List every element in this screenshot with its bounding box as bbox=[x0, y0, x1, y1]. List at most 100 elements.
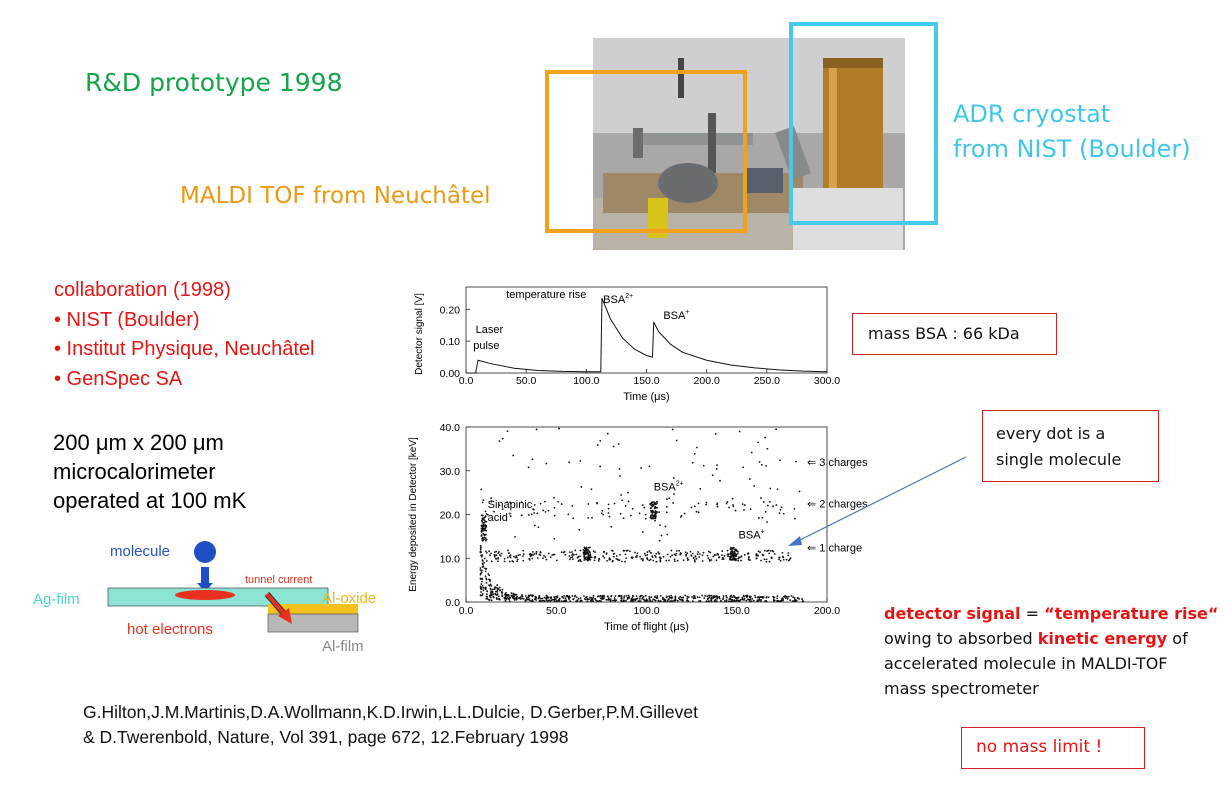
scatter-dot bbox=[597, 560, 600, 562]
scatter-dot bbox=[620, 597, 623, 600]
chart2-ytick-label: 0.0 bbox=[445, 597, 460, 609]
scatter-dot bbox=[542, 599, 545, 602]
scatter-dot bbox=[694, 597, 697, 600]
scatter-dot bbox=[642, 598, 645, 601]
scatter-dot bbox=[658, 552, 661, 555]
scatter-dot bbox=[654, 516, 657, 519]
scatter-dot bbox=[486, 590, 489, 593]
scatter-dot bbox=[479, 569, 482, 572]
scatter-dot bbox=[775, 428, 778, 431]
scatter-dot bbox=[728, 600, 730, 603]
scatter-dot bbox=[479, 594, 482, 597]
scatter-dot bbox=[485, 567, 488, 570]
scatter-dot bbox=[498, 598, 500, 601]
scatter-dot bbox=[648, 465, 651, 468]
scatter-dot bbox=[764, 510, 767, 513]
scatter-dot bbox=[639, 555, 641, 558]
scatter-dot bbox=[646, 557, 649, 559]
scatter-dot bbox=[772, 600, 775, 602]
scatter-dot bbox=[682, 596, 685, 599]
scatter-dot bbox=[742, 594, 745, 597]
scatter-dot bbox=[628, 596, 630, 598]
scatter-dot bbox=[743, 597, 746, 600]
scatter-dot bbox=[659, 524, 661, 527]
scatter-dot bbox=[485, 581, 488, 584]
scatter-dot bbox=[539, 597, 542, 600]
scatter-dot bbox=[480, 569, 483, 572]
scatter-dot bbox=[713, 600, 716, 603]
molecule-icon bbox=[194, 541, 216, 563]
scatter-dot bbox=[612, 599, 614, 602]
scatter-dot bbox=[758, 461, 761, 463]
scatter-dot bbox=[542, 509, 545, 512]
scatter-dot bbox=[568, 461, 571, 464]
scatter-dot bbox=[524, 599, 527, 602]
scatter-dot bbox=[587, 549, 590, 552]
chart1-xtick-label: 100.0 bbox=[573, 375, 599, 387]
tunnel-arrow-icon bbox=[278, 608, 292, 624]
scatter-dot bbox=[675, 550, 678, 552]
scatter-dot bbox=[723, 600, 726, 602]
scatter-dot bbox=[662, 596, 664, 599]
scatter-dot bbox=[487, 572, 490, 575]
scatter-dot bbox=[509, 515, 512, 518]
scatter-dot bbox=[709, 551, 712, 554]
scatter-dot bbox=[787, 552, 790, 554]
scatter-dot bbox=[765, 465, 767, 467]
scatter-dot bbox=[482, 563, 484, 566]
scatter-dot bbox=[735, 548, 737, 551]
scatter-dot bbox=[585, 548, 588, 551]
scatter-dot bbox=[778, 556, 781, 559]
scatter-dot bbox=[725, 596, 728, 599]
scatter-dot bbox=[674, 595, 677, 598]
scatter-dot bbox=[481, 562, 484, 565]
scatter-dot bbox=[489, 593, 492, 596]
scatter-dot bbox=[791, 600, 794, 603]
scatter-dot bbox=[649, 558, 652, 561]
scatter-dot bbox=[578, 528, 581, 531]
scatter-dot bbox=[686, 597, 689, 600]
scatter-dot bbox=[521, 593, 523, 596]
energy-tof-chart: 0.0 50.0 100.0 150.0 200.0 0.0 10.0 20.0 30.0 40.… bbox=[408, 422, 868, 633]
scatter-dot bbox=[577, 555, 580, 558]
scatter-dot bbox=[485, 538, 488, 541]
scatter-dot bbox=[553, 506, 556, 509]
scatter-dot bbox=[651, 600, 654, 603]
scatter-dot bbox=[798, 490, 801, 493]
scatter-dot bbox=[480, 571, 483, 574]
scatter-dot bbox=[606, 598, 609, 601]
scatter-dot bbox=[625, 594, 628, 597]
scatter-dot bbox=[779, 459, 781, 462]
kinetic-term: kinetic energy bbox=[1037, 629, 1168, 648]
scatter-dot bbox=[712, 555, 715, 558]
scatter-dot bbox=[762, 554, 765, 557]
scatter-dot bbox=[506, 593, 509, 596]
scatter-dot bbox=[624, 599, 627, 602]
scatter-dot bbox=[592, 594, 595, 597]
scatter-dot bbox=[515, 593, 518, 596]
scatter-dot bbox=[761, 595, 763, 598]
micro-line2: microcalorimeter bbox=[53, 459, 216, 484]
scatter-dot bbox=[492, 593, 495, 596]
scatter-dot bbox=[506, 556, 509, 559]
scatter-dot bbox=[605, 552, 608, 554]
scatter-dot bbox=[765, 596, 768, 598]
scatter-dot bbox=[792, 596, 795, 599]
scatter-dot bbox=[579, 460, 582, 462]
scatter-dot bbox=[755, 557, 758, 560]
scatter-dot bbox=[521, 597, 523, 600]
scatter-dot bbox=[568, 598, 570, 601]
scatter-dot bbox=[587, 546, 590, 549]
scatter-dot bbox=[557, 500, 560, 503]
scatter-dot bbox=[754, 594, 756, 597]
scatter-dot bbox=[776, 600, 778, 603]
scatter-dot bbox=[588, 550, 591, 553]
scatter-dot bbox=[508, 552, 510, 555]
scatter-dot bbox=[481, 592, 484, 595]
scatter-dot bbox=[643, 506, 646, 509]
detector-charts: 0.0 50.0 100.0 150.0 200.0 250.0 300.0 0.00 0.10… bbox=[408, 286, 868, 633]
scatter-dot bbox=[760, 559, 762, 562]
maldi-highlight-box bbox=[545, 70, 747, 233]
scatter-dot bbox=[735, 553, 738, 556]
scatter-dot bbox=[609, 600, 612, 603]
